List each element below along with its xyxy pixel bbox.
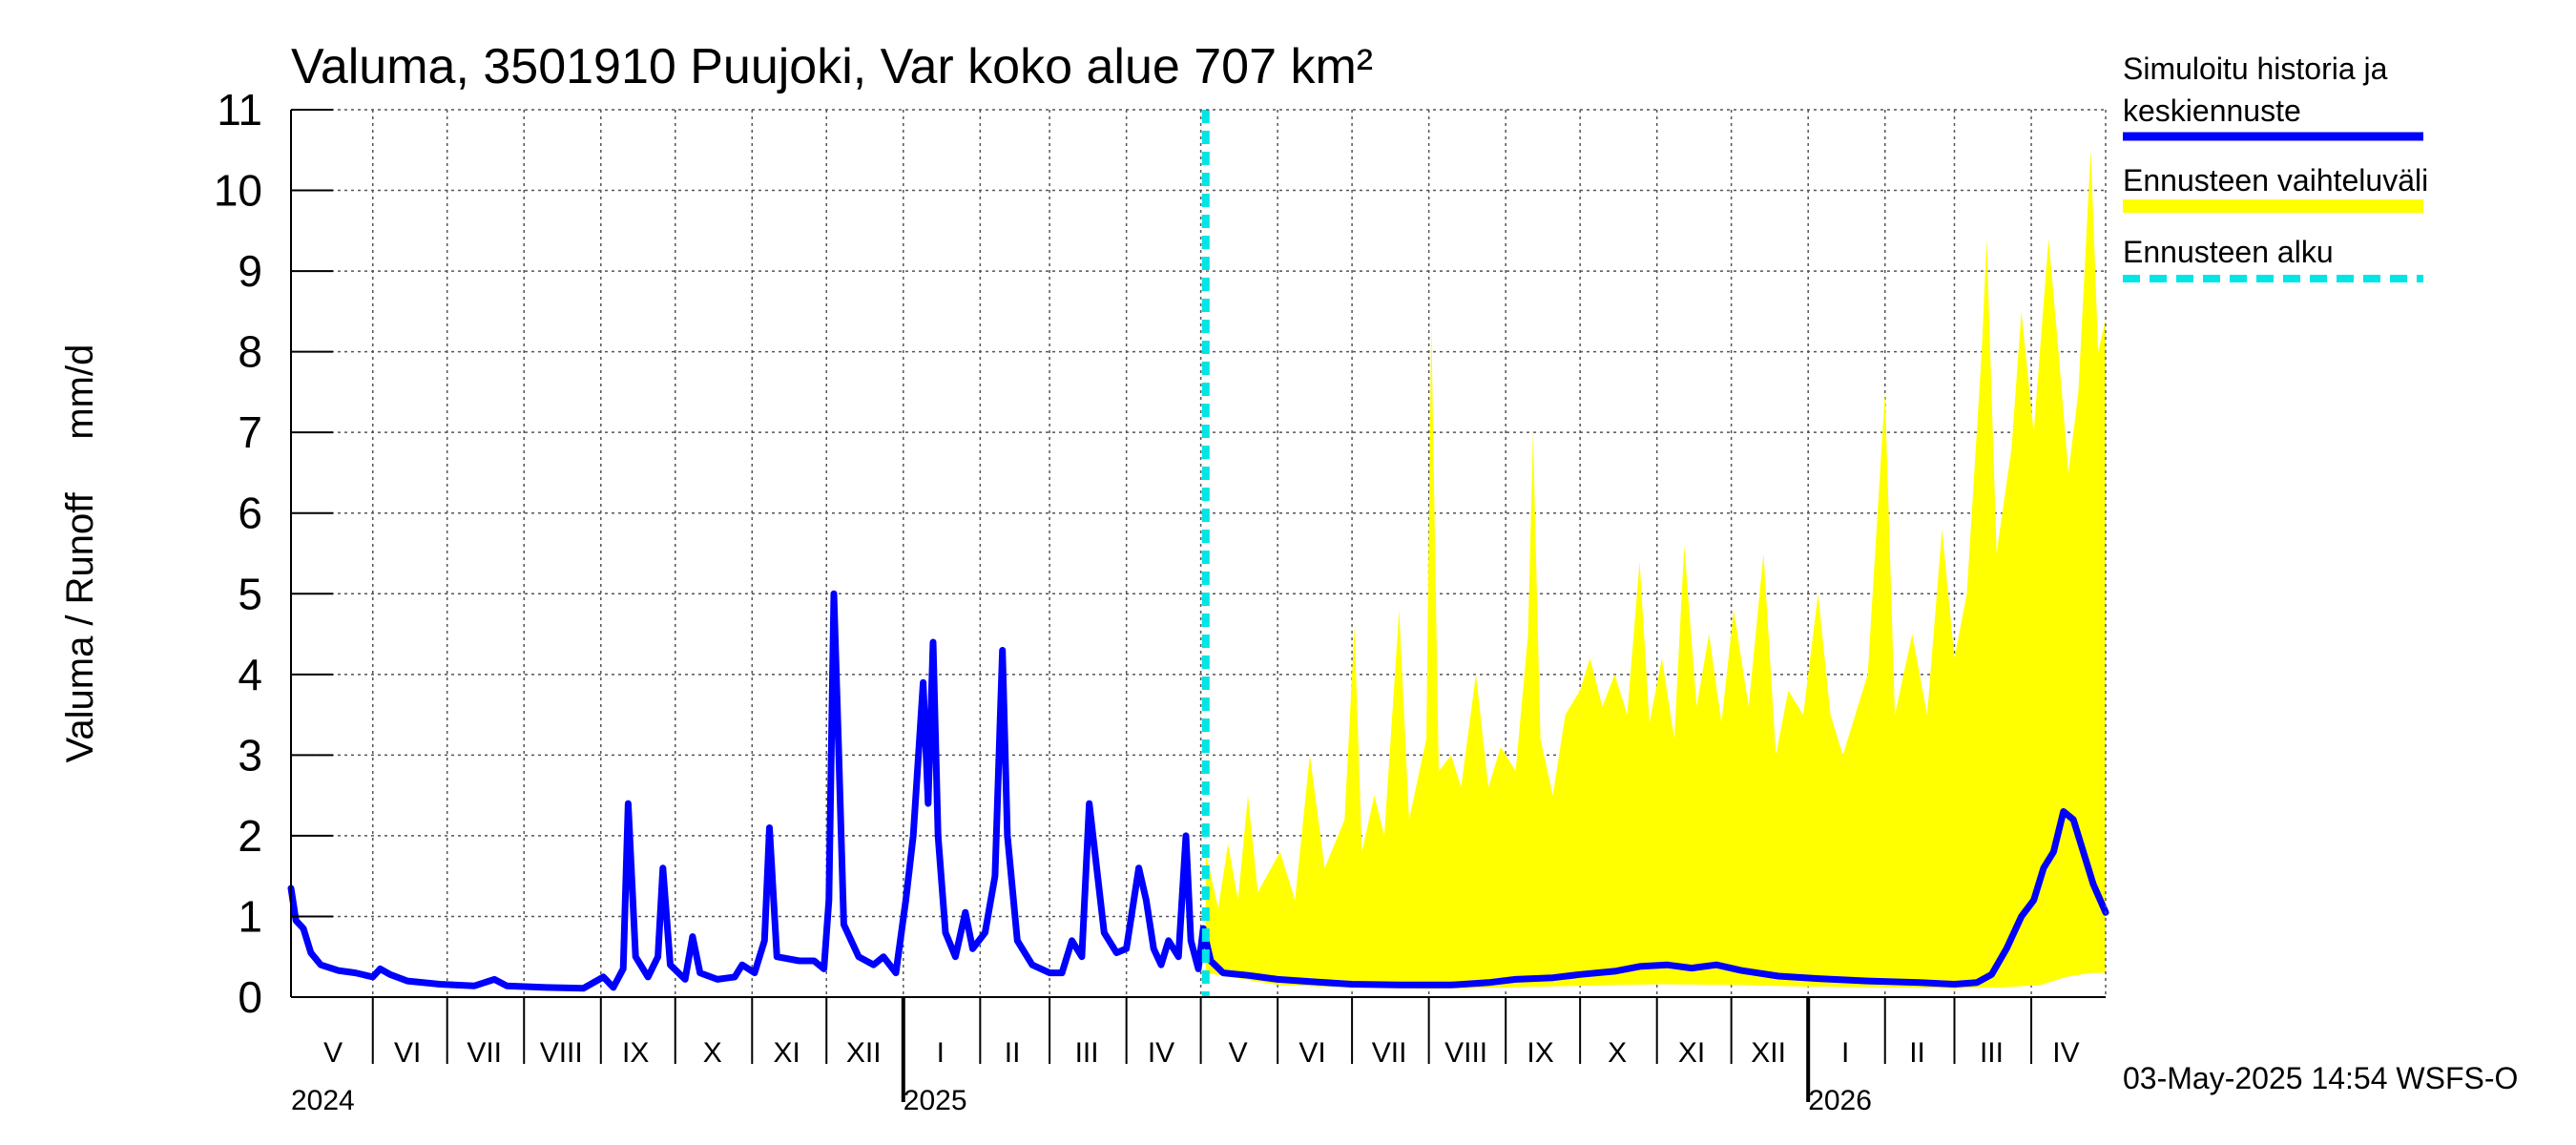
month-label-15: VIII [1444, 1037, 1487, 1069]
chart-title: Valuma, 3501910 Puujoki, Var koko alue 7… [291, 39, 1373, 94]
legend-label-simulated-2: keskiennuste [2123, 94, 2301, 128]
y-tick-label-5: 5 [238, 569, 262, 618]
y-tick-label-4: 4 [238, 650, 262, 699]
month-label-11: IV [1148, 1037, 1174, 1069]
month-label-2: VII [467, 1037, 502, 1069]
y-tick-label-0: 0 [238, 972, 262, 1022]
year-labels: 2024 2025 2026 [291, 997, 1872, 1116]
year-label-2: 2026 [1808, 1085, 1872, 1116]
month-label-10: III [1075, 1037, 1099, 1069]
month-label-21: II [1909, 1037, 1925, 1069]
month-label-9: II [1005, 1037, 1021, 1069]
month-label-19: XII [1751, 1037, 1786, 1069]
y-tick-labels: 0 1 2 3 4 5 6 7 8 9 10 11 [214, 85, 333, 1022]
forecast-range-area [1205, 150, 2106, 989]
year-label-0: 2024 [291, 1085, 355, 1116]
month-label-6: XI [773, 1037, 800, 1069]
month-label-7: XII [846, 1037, 882, 1069]
month-label-0: V [323, 1037, 343, 1069]
legend-label-forecast-start: Ennusteen alku [2123, 235, 2334, 269]
y-tick-label-7: 7 [238, 407, 262, 457]
month-label-16: IX [1527, 1037, 1553, 1069]
month-label-12: V [1229, 1037, 1248, 1069]
year-label-1: 2025 [904, 1085, 967, 1116]
month-label-20: I [1841, 1037, 1849, 1069]
month-label-23: IV [2052, 1037, 2079, 1069]
month-label-17: X [1608, 1037, 1627, 1069]
y-tick-label-8: 8 [238, 327, 262, 377]
y-tick-label-10: 10 [214, 166, 262, 216]
y-tick-label-1: 1 [238, 891, 262, 941]
legend-label-range: Ennusteen vaihteluväli [2123, 163, 2428, 198]
y-tick-label-2: 2 [238, 811, 262, 861]
y-tick-label-9: 9 [238, 246, 262, 296]
grid-lines [291, 110, 2106, 997]
month-label-4: IX [622, 1037, 649, 1069]
month-label-22: III [1980, 1037, 2004, 1069]
month-label-14: VII [1372, 1037, 1407, 1069]
forecast-range-polygon [1205, 150, 2106, 989]
month-label-1: VI [394, 1037, 421, 1069]
axes [290, 109, 2107, 998]
simulated-runoff-polyline [287, 590, 2109, 992]
footer-timestamp: 03-May-2025 14:54 WSFS-O [2123, 1061, 2518, 1095]
y-tick-label-11: 11 [217, 85, 262, 135]
y-tick-label-3: 3 [238, 730, 262, 780]
month-label-13: VI [1298, 1037, 1325, 1069]
month-label-5: X [703, 1037, 722, 1069]
simulated-runoff-line [287, 590, 2109, 992]
month-label-18: XI [1678, 1037, 1705, 1069]
y-axis-label: Valuma / Runoff mm/d [59, 344, 101, 763]
legend-label-simulated: Simuloitu historia ja [2123, 52, 2388, 86]
month-label-3: VIII [540, 1037, 583, 1069]
month-labels: V VI VII VIII IX X XI XII I II III IV V VI VII VIII IX X X… [323, 997, 2080, 1069]
y-tick-label-6: 6 [238, 489, 262, 538]
month-label-8: I [937, 1037, 945, 1069]
legend: Simuloitu historia ja keskiennuste Ennus… [2123, 52, 2428, 282]
